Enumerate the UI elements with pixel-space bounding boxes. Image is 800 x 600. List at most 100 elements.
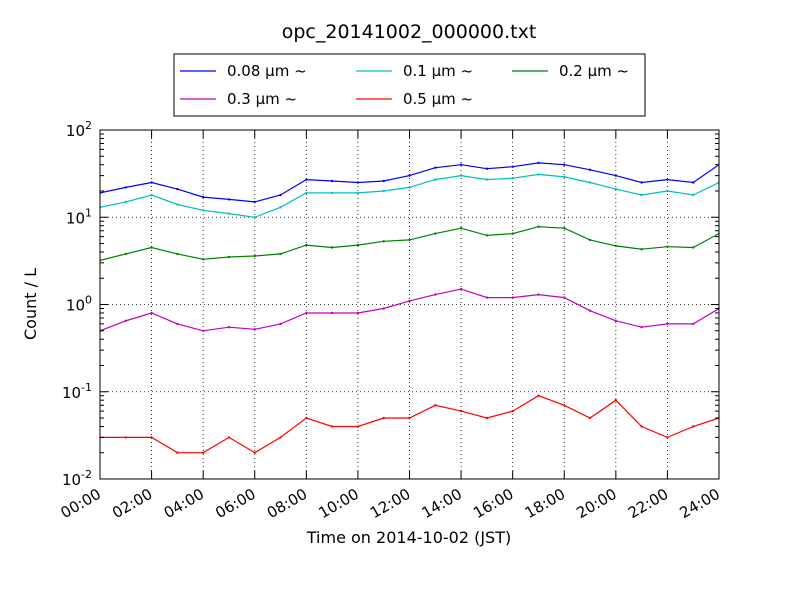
data-point bbox=[382, 307, 385, 310]
data-point bbox=[124, 319, 128, 322]
data-point bbox=[330, 179, 334, 183]
data-point bbox=[563, 175, 566, 179]
data-point bbox=[408, 238, 411, 242]
data-point bbox=[253, 216, 256, 219]
data-point bbox=[692, 193, 695, 197]
data-point bbox=[666, 322, 669, 326]
x-tick-label: 16:00 bbox=[470, 485, 516, 522]
data-point bbox=[692, 322, 695, 326]
x-tick-label: 04:00 bbox=[161, 485, 207, 522]
data-point bbox=[537, 161, 540, 165]
y-tick-labels: 10-2 10-1 100 101 102 bbox=[62, 119, 92, 489]
data-point bbox=[640, 425, 643, 428]
data-point bbox=[485, 178, 489, 181]
data-point bbox=[124, 186, 128, 189]
data-point bbox=[614, 399, 617, 402]
x-tick-labels: 00:00 02:00 04:00 06:00 08:00 10:00 12:00 14:00… bbox=[58, 485, 723, 522]
data-point bbox=[305, 191, 308, 195]
data-point bbox=[563, 163, 566, 166]
data-point bbox=[666, 245, 669, 248]
data-point bbox=[459, 287, 463, 291]
data-point bbox=[614, 319, 617, 322]
data-point bbox=[150, 311, 153, 315]
data-point bbox=[202, 195, 205, 199]
legend-label: 0.08 μm ~ bbox=[227, 62, 307, 80]
data-point bbox=[253, 200, 256, 204]
legend-label: 0.1 μm ~ bbox=[403, 62, 473, 80]
x-tick-label: 06:00 bbox=[212, 485, 258, 522]
data-point bbox=[408, 299, 411, 303]
data-point bbox=[202, 258, 205, 261]
data-point bbox=[434, 404, 437, 407]
data-point bbox=[614, 244, 617, 248]
data-point bbox=[485, 416, 489, 420]
data-point bbox=[485, 167, 489, 170]
data-point bbox=[614, 174, 617, 177]
data-point bbox=[537, 293, 540, 296]
data-point bbox=[434, 166, 437, 169]
chart-title: opc_20141002_000000.txt bbox=[282, 21, 537, 43]
data-point bbox=[563, 227, 566, 230]
data-point bbox=[408, 416, 411, 420]
data-point bbox=[588, 181, 592, 184]
legend-label: 0.3 μm ~ bbox=[227, 90, 297, 108]
data-point bbox=[408, 186, 411, 189]
data-point bbox=[124, 252, 128, 256]
data-point bbox=[176, 187, 179, 191]
data-point bbox=[227, 255, 231, 259]
data-point bbox=[253, 451, 256, 454]
data-point bbox=[227, 326, 231, 329]
data-point bbox=[588, 168, 592, 171]
x-tick-label: 08:00 bbox=[264, 485, 310, 522]
legend-label: 0.5 μm ~ bbox=[403, 90, 473, 108]
data-point bbox=[434, 232, 437, 235]
data-point bbox=[485, 234, 489, 237]
data-point bbox=[279, 252, 282, 256]
x-tick-label: 18:00 bbox=[522, 485, 568, 522]
data-point bbox=[511, 177, 514, 180]
data-point bbox=[563, 404, 566, 407]
data-point bbox=[537, 394, 540, 397]
y-tick-label: 10-2 bbox=[62, 468, 92, 489]
data-point bbox=[356, 243, 360, 247]
data-point bbox=[408, 174, 411, 177]
data-point bbox=[382, 179, 385, 183]
data-point bbox=[356, 425, 360, 428]
data-point bbox=[537, 225, 540, 228]
legend-label: 0.2 μm ~ bbox=[559, 62, 629, 80]
data-point bbox=[537, 173, 540, 176]
y-tick-label: 10-1 bbox=[62, 381, 92, 402]
data-point bbox=[150, 246, 153, 249]
data-point bbox=[227, 212, 231, 215]
data-point bbox=[511, 296, 514, 299]
data-point bbox=[640, 181, 643, 184]
data-point bbox=[253, 254, 256, 258]
data-point bbox=[176, 451, 179, 454]
data-point bbox=[382, 189, 385, 193]
data-point bbox=[305, 311, 308, 315]
y-tick-label: 101 bbox=[66, 206, 92, 227]
data-point bbox=[150, 436, 153, 439]
data-point bbox=[356, 191, 360, 195]
data-point bbox=[124, 436, 128, 439]
y-tick-label: 100 bbox=[66, 294, 92, 315]
data-point bbox=[202, 329, 205, 332]
data-point bbox=[434, 178, 437, 181]
data-point bbox=[459, 227, 463, 230]
data-point bbox=[588, 238, 592, 242]
data-point bbox=[330, 311, 334, 315]
x-tick-label: 14:00 bbox=[419, 485, 465, 522]
data-point bbox=[150, 193, 153, 197]
x-axis-label: Time on 2014-10-02 (JST) bbox=[306, 528, 511, 547]
data-point bbox=[511, 165, 514, 168]
data-point bbox=[511, 232, 514, 235]
data-point bbox=[459, 409, 463, 413]
x-tick-label: 00:00 bbox=[58, 485, 104, 522]
data-point bbox=[459, 163, 463, 166]
data-point bbox=[666, 189, 669, 193]
data-point bbox=[150, 181, 153, 184]
y-tick-label: 102 bbox=[66, 119, 92, 140]
data-point bbox=[176, 252, 179, 256]
data-point bbox=[588, 416, 592, 420]
x-tick-label: 12:00 bbox=[367, 485, 413, 522]
